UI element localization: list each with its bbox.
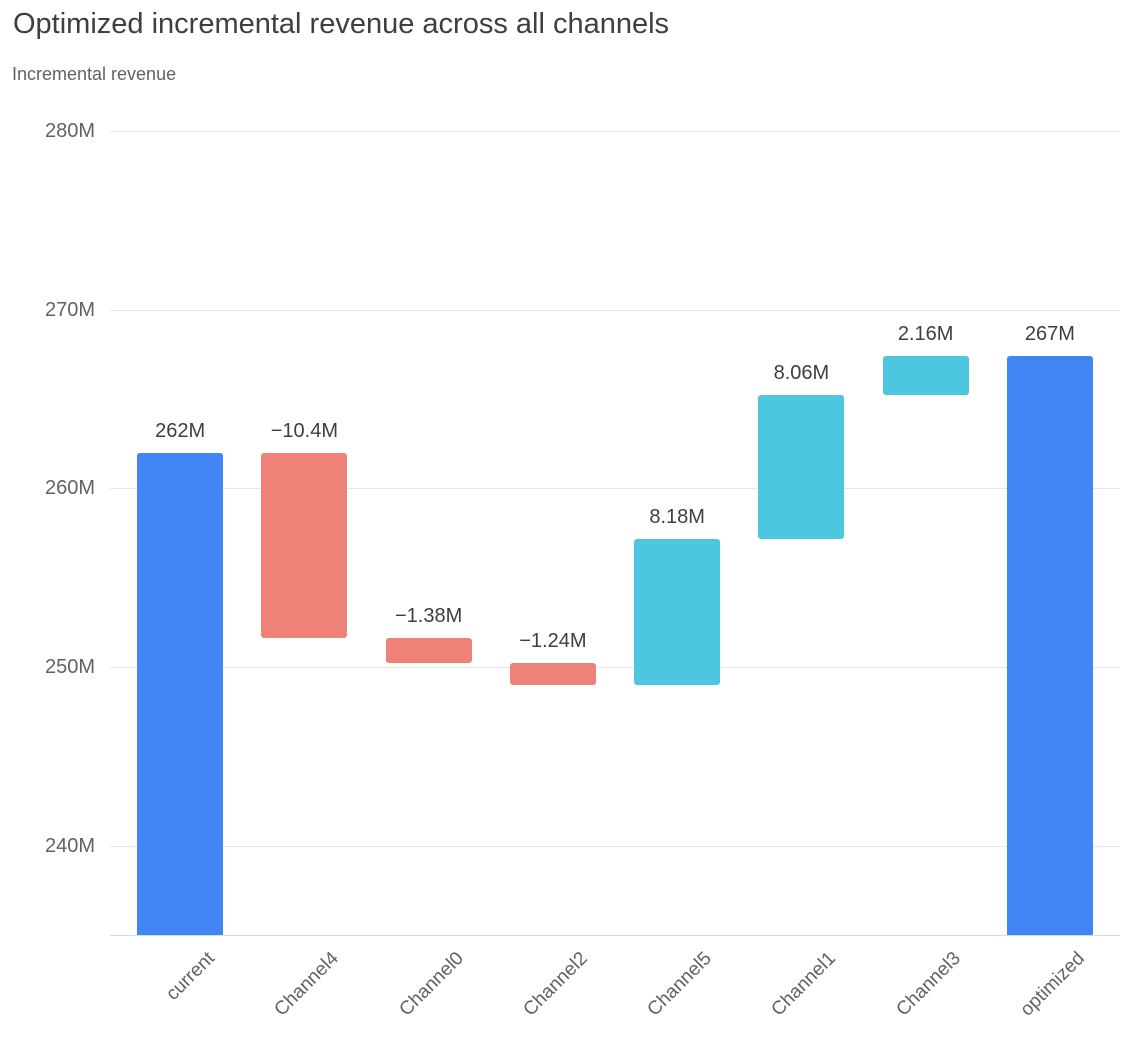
x-axis-label-Channel1: Channel1 [767,948,841,1021]
x-axis-label-Channel3: Channel3 [892,948,965,1021]
x-axis-label-Channel0: Channel0 [395,948,468,1021]
bar-Channel0[interactable] [385,638,472,664]
gridline [110,845,1120,847]
bar-value-label-optimized: 267M [1024,323,1075,346]
y-axis-tick-label: 260M [44,477,95,500]
bar-value-label-current: 262M [155,419,206,442]
y-axis-tick-label: 270M [44,298,95,321]
y-axis-tick-label: 250M [44,656,95,678]
gridline [110,667,1120,668]
bar-current[interactable] [137,452,224,935]
bar-value-label-Channel4: −10.4M [270,419,339,442]
x-axis-label-optimized: optimized [1016,948,1089,1021]
bar-optimized[interactable] [1006,356,1093,935]
y-axis-tick-label: 280M [44,120,95,142]
bar-value-label-Channel3: 2.16M [897,323,954,346]
bar-value-label-Channel0: −1.38M [394,605,463,628]
gridline [110,131,1120,132]
x-axis-line [110,935,1120,936]
bar-Channel1[interactable] [758,395,845,540]
gridline [110,488,1120,490]
plot-area: 262M current −10.4M Channel4 −1.38M Channel0 −… [110,131,1120,1020]
gridline [110,309,1120,311]
x-axis-label-current: current [162,948,219,1005]
x-axis-label-Channel4: Channel4 [270,948,344,1021]
y-axis-tick-label: 240M [44,834,95,857]
bar-Channel3[interactable] [882,356,969,396]
x-axis-label-Channel5: Channel5 [643,948,716,1021]
bar-value-label-Channel2: −1.24M [519,630,587,653]
bar-value-label-Channel1: 8.06M [773,362,830,385]
chart-title: Optimized incremental revenue across all… [13,8,670,40]
bar-value-label-Channel5: 8.18M [649,506,705,529]
chart-subtitle: Incremental revenue [12,64,177,84]
bar-Channel5[interactable] [634,539,721,686]
bar-Channel4[interactable] [261,452,348,639]
bar-Channel2[interactable] [509,663,596,686]
x-axis-label-Channel2: Channel2 [519,948,592,1021]
